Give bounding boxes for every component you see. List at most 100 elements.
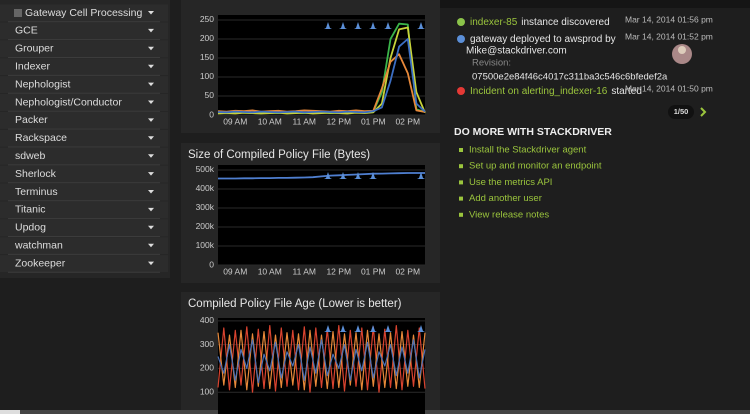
y-tick-label: 300 xyxy=(200,339,214,349)
event-link[interactable]: Incident on alerting_indexer-16 xyxy=(470,86,608,97)
y-tick-label: 100 xyxy=(200,386,214,396)
caret xyxy=(148,225,154,230)
deploy-marker xyxy=(339,325,347,332)
avatar-face xyxy=(678,46,686,54)
promo-link[interactable]: Set up and monitor an endpoint xyxy=(469,161,602,172)
x-tick-label: 11 AM xyxy=(293,116,316,126)
promo-link[interactable]: Use the metrics API xyxy=(469,177,552,188)
revision: 07500e2e84f46c4017c311ba3c546c6bfedef2a xyxy=(472,72,668,83)
event-link[interactable]: indexer-85 xyxy=(470,17,518,28)
caret xyxy=(148,64,154,69)
y-tick-label: 100 xyxy=(200,71,214,81)
sidebar-row[interactable] xyxy=(0,219,168,237)
sidebar-item[interactable]: Gateway Cell Processing xyxy=(25,7,142,19)
sidebar-item[interactable]: Nephologist/Conductor xyxy=(15,96,122,108)
progress xyxy=(0,410,20,414)
caret xyxy=(148,100,154,104)
bullet xyxy=(459,196,463,201)
sidebar-item[interactable]: Packer xyxy=(15,114,48,126)
top-bar xyxy=(440,0,750,8)
sidebar-item[interactable]: Grouper xyxy=(15,43,54,55)
sidebar-item[interactable]: Indexer xyxy=(15,60,51,72)
y-tick-label: 50 xyxy=(205,90,215,100)
event-desc: instance discovered xyxy=(521,17,609,28)
sidebar-row[interactable] xyxy=(0,237,168,255)
x-tick-label: 10 AM xyxy=(258,266,282,276)
x-tick-label: 02 PM xyxy=(395,266,420,276)
bullet xyxy=(459,148,463,152)
x-tick-label: 12 PM xyxy=(326,116,351,126)
deploy-marker xyxy=(354,22,362,29)
sidebar-item[interactable]: watchman xyxy=(14,239,63,251)
next-arrow[interactable] xyxy=(700,107,707,117)
y-tick-label: 0 xyxy=(209,109,214,119)
sidebar-row[interactable] xyxy=(0,22,168,40)
x-tick-label: 02 PM xyxy=(395,116,420,126)
x-tick-label: 12 PM xyxy=(326,266,351,276)
sidebar-item[interactable]: Zookeeper xyxy=(15,257,66,269)
caret xyxy=(148,154,154,158)
y-tick-label: 150 xyxy=(200,52,214,62)
series-line xyxy=(217,329,426,391)
caret xyxy=(148,11,154,15)
sidebar-item[interactable]: Titanic xyxy=(15,204,46,216)
chart-title: Compiled Policy File Age (Lower is bette… xyxy=(188,298,402,310)
sidebar-row[interactable] xyxy=(0,94,168,111)
deploy-marker xyxy=(324,325,332,332)
revision-label: Revision: xyxy=(472,58,511,69)
sidebar-row[interactable] xyxy=(0,76,168,94)
event-icon xyxy=(457,35,465,43)
deploy-marker xyxy=(369,22,377,29)
sidebar-row[interactable] xyxy=(0,40,168,58)
sidebar-row[interactable] xyxy=(0,255,168,273)
x-tick-label: 09 AM xyxy=(223,116,247,126)
y-tick-label: 200 xyxy=(200,33,214,43)
event-user: Mike@stackdriver.com xyxy=(466,46,567,57)
sidebar-row[interactable] xyxy=(0,165,168,183)
series-line xyxy=(217,325,426,393)
y-tick-label: 400k xyxy=(196,183,215,193)
sidebar-row[interactable] xyxy=(0,201,168,219)
sidebar-row[interactable] xyxy=(0,4,168,22)
caret xyxy=(148,136,154,140)
x-tick-label: 09 AM xyxy=(223,266,247,276)
sidebar-item[interactable]: Sherlock xyxy=(15,168,57,180)
sidebar-row[interactable] xyxy=(0,111,168,129)
promo-link[interactable]: Add another user xyxy=(469,193,542,204)
deploy-marker xyxy=(354,325,362,332)
sidebar-row[interactable] xyxy=(0,129,168,147)
sidebar-item[interactable]: Rackspace xyxy=(15,132,67,144)
sidebar-row[interactable] xyxy=(0,58,168,76)
sidebar-row[interactable] xyxy=(0,147,168,165)
y-tick-label: 100k xyxy=(196,240,215,250)
promo-link[interactable]: Install the Stackdriver agent xyxy=(469,145,587,156)
series-line xyxy=(218,172,425,180)
sidebar-row[interactable] xyxy=(0,183,168,201)
sidebar-item[interactable]: Nephologist xyxy=(15,78,71,90)
sidebar-item[interactable]: GCE xyxy=(15,25,38,37)
caret xyxy=(148,28,154,33)
event-text: Incident on alerting_indexer-16 started xyxy=(470,86,642,97)
event-icon xyxy=(457,87,465,95)
promo-link[interactable]: View release notes xyxy=(469,209,549,220)
sidebar-item[interactable]: Updog xyxy=(15,222,46,234)
sidebar-item[interactable]: Terminus xyxy=(15,186,58,198)
x-tick-label: 10 AM xyxy=(258,116,282,126)
event-time: Mar 14, 2014 01:50 pm xyxy=(625,83,713,93)
event-desc: gateway deployed to awsprod by xyxy=(470,34,616,45)
y-tick-label: 200 xyxy=(200,363,214,373)
plot-area xyxy=(218,165,425,265)
event-time: Mar 14, 2014 01:56 pm xyxy=(625,14,713,24)
bullet xyxy=(459,164,463,169)
sidebar-item[interactable]: sdweb xyxy=(15,150,46,162)
event-text: gateway deployed to awsprod by xyxy=(470,34,616,45)
caret xyxy=(148,243,154,248)
deploy-marker xyxy=(384,325,392,332)
bullet xyxy=(459,180,463,185)
caret xyxy=(148,207,154,212)
y-tick-label: 400 xyxy=(200,315,214,325)
series-line xyxy=(217,38,426,114)
deploy-marker xyxy=(354,172,362,179)
